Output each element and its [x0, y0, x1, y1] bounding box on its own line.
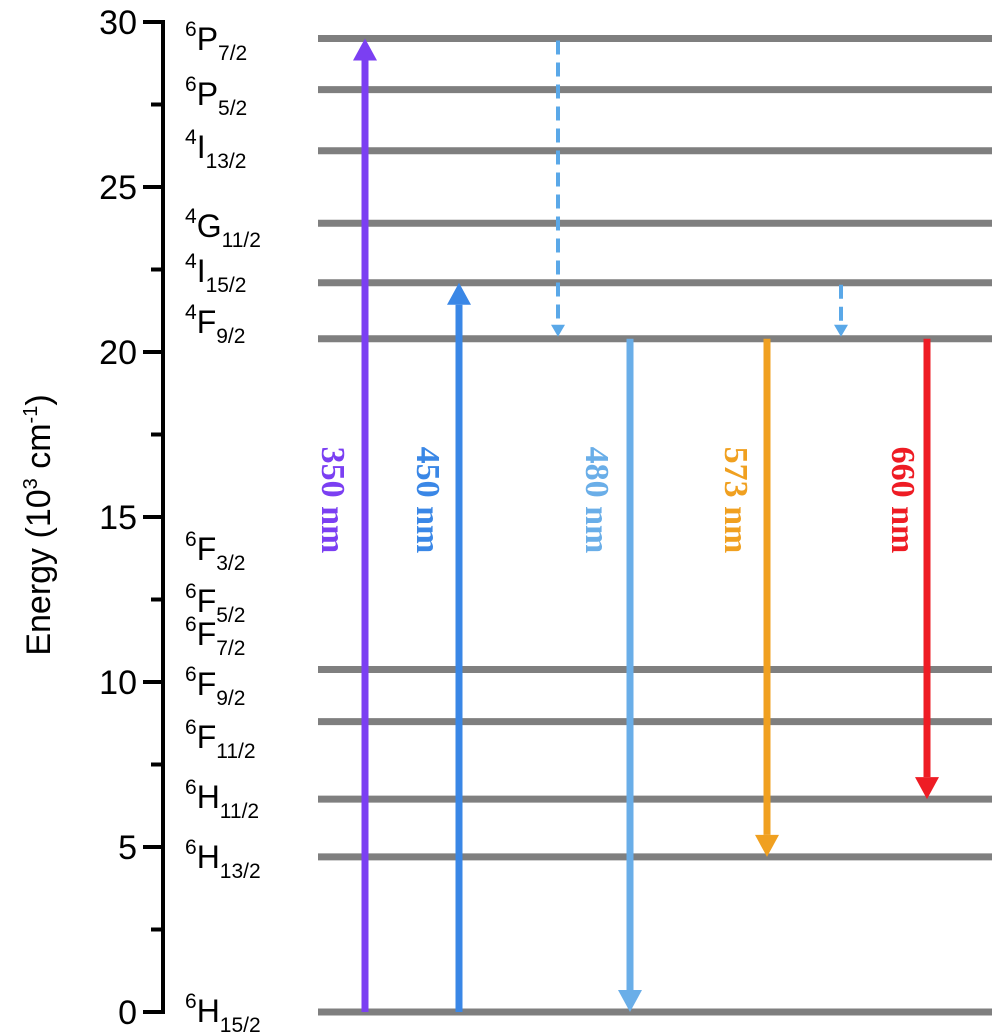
level-label: 6P7/2	[185, 18, 247, 65]
tick-label: 10	[99, 664, 137, 702]
tick-label: 30	[99, 4, 137, 42]
energy-axis: 0 5 10 15 20 25 30	[99, 4, 165, 1032]
level-label: 6F11/2	[185, 716, 256, 763]
transition-label: 480 nm	[578, 447, 615, 554]
transition-label: 573 nm	[717, 447, 754, 554]
level-label: 4I15/2	[185, 250, 246, 297]
tick-label: 5	[118, 829, 137, 867]
level-label: 6F7/2	[185, 613, 245, 660]
transition-arrowhead	[755, 834, 779, 857]
transition-arrowhead	[353, 38, 377, 61]
level-label: 4I13/2	[185, 126, 246, 173]
relaxation-arrowhead	[551, 324, 565, 337]
level-label: 6F5/2	[185, 580, 245, 627]
transition-arrowhead	[447, 282, 471, 305]
relaxation-arrowhead	[834, 324, 848, 337]
level-label: 6P5/2	[185, 73, 247, 120]
tick-label: 0	[118, 994, 137, 1032]
level-label: 4F9/2	[185, 301, 245, 348]
transition-label: 450 nm	[409, 447, 446, 554]
transitions: 350 nm 450 nm 480 nm 573 nm 660 nm	[314, 38, 939, 1012]
energy-levels	[318, 35, 992, 1016]
level-label: 6H15/2	[185, 990, 261, 1035]
tick-label: 20	[99, 334, 137, 372]
transition-label: 660 nm	[884, 447, 921, 554]
tick-label: 15	[99, 499, 137, 537]
level-label: 6F3/2	[185, 528, 245, 575]
transition-label: 350 nm	[314, 447, 351, 554]
level-label: 6H11/2	[185, 776, 259, 823]
transition-arrowhead	[915, 777, 939, 800]
axis-title: Energy (103 cm-1)	[20, 394, 58, 655]
level-label: 6H13/2	[185, 836, 261, 883]
level-label: 6F9/2	[185, 663, 245, 710]
transition-arrowhead	[618, 990, 642, 1012]
tick-label: 25	[99, 169, 137, 207]
level-label: 4G11/2	[185, 205, 261, 252]
